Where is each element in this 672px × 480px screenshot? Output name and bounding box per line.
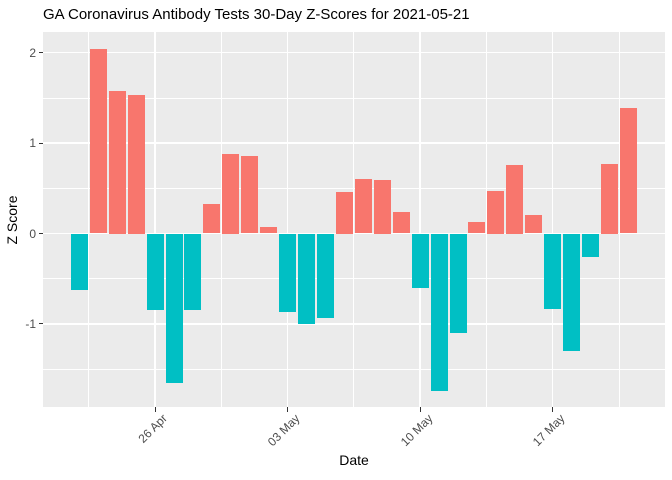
bar-2021-05-03 — [279, 233, 297, 313]
gridline-major-horizontal — [43, 232, 665, 235]
gridline-major-vertical — [286, 32, 289, 407]
plot-panel — [43, 32, 665, 407]
y-tick-mark — [38, 323, 43, 325]
gridline-major-horizontal — [43, 52, 665, 54]
x-tick-label: 26 Apr — [135, 411, 171, 446]
bar-2021-05-01 — [241, 155, 259, 234]
y-tick-label: 1 — [29, 136, 36, 151]
gridline-minor-vertical — [353, 32, 355, 407]
bar-2021-04-25 — [127, 95, 145, 234]
bar-2021-05-14 — [487, 191, 505, 234]
bar-2021-05-05 — [316, 233, 334, 319]
bar-2021-04-30 — [222, 153, 240, 234]
bar-2021-05-10 — [411, 233, 429, 288]
bar-2021-05-20 — [600, 163, 618, 234]
x-tick-label: 03 May — [265, 411, 303, 450]
bar-2021-04-27 — [165, 233, 183, 383]
bar-2021-05-11 — [430, 233, 448, 391]
x-tick-mark — [552, 407, 554, 412]
bar-2021-05-06 — [335, 191, 353, 234]
x-axis-title: Date — [339, 452, 369, 468]
gridline-minor-vertical — [88, 32, 90, 407]
gridline-major-horizontal — [43, 142, 665, 144]
x-tick-label: 10 May — [397, 411, 436, 450]
x-tick-label: 17 May — [530, 411, 568, 450]
x-tick-mark — [419, 407, 421, 412]
y-tick-mark — [38, 142, 43, 144]
y-tick-label: 2 — [29, 45, 36, 60]
bar-2021-05-04 — [298, 233, 316, 324]
bar-2021-04-28 — [184, 233, 202, 311]
gridline-major-vertical — [154, 32, 156, 407]
y-tick-label: 0 — [29, 226, 36, 241]
gridline-major-vertical — [551, 32, 554, 407]
gridline-major-vertical — [419, 32, 421, 407]
bar-2021-05-17 — [544, 233, 562, 309]
bar-2021-04-23 — [89, 49, 107, 234]
y-tick-mark — [38, 52, 43, 54]
bar-2021-05-07 — [354, 179, 372, 234]
y-tick-label: -1 — [25, 316, 36, 331]
gridline-minor-vertical — [618, 32, 620, 407]
bar-2021-04-24 — [108, 90, 126, 234]
chart-title: GA Coronavirus Antibody Tests 30-Day Z-S… — [43, 6, 470, 23]
bar-2021-05-21 — [619, 107, 637, 234]
gridline-minor-vertical — [220, 32, 222, 407]
y-axis-title: Z Score — [4, 195, 20, 245]
bar-2021-05-15 — [506, 164, 524, 234]
bar-2021-05-12 — [449, 233, 467, 333]
gridline-minor-vertical — [485, 32, 487, 407]
y-tick-mark — [38, 233, 43, 234]
bar-2021-05-02 — [260, 227, 278, 234]
bar-2021-04-26 — [146, 233, 164, 311]
gridline-major-horizontal — [43, 323, 665, 325]
bar-2021-05-08 — [373, 180, 391, 234]
bar-2021-05-16 — [525, 214, 543, 234]
bar-2021-04-22 — [70, 233, 88, 291]
bar-2021-04-29 — [203, 203, 221, 234]
bar-2021-05-19 — [582, 233, 599, 257]
x-tick-mark — [287, 407, 289, 412]
bar-2021-05-18 — [563, 233, 581, 351]
bar-2021-05-09 — [392, 211, 410, 234]
bar-2021-05-13 — [468, 221, 486, 234]
x-tick-mark — [154, 407, 156, 412]
